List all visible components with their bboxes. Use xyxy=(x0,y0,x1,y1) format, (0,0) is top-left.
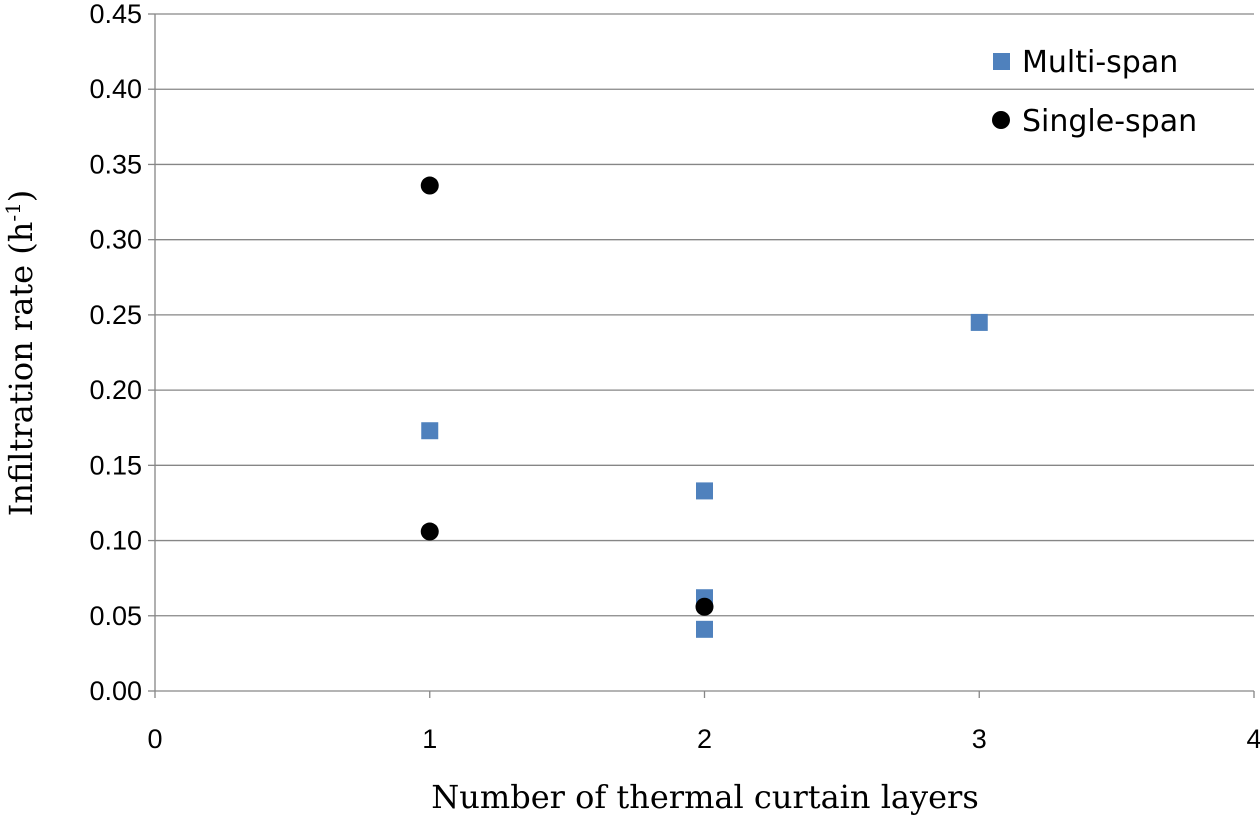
multi-span-point xyxy=(421,422,439,440)
y-tick-label: 0.15 xyxy=(89,450,142,480)
y-tick-label: 0.35 xyxy=(89,149,142,179)
y-tick-label: 0.05 xyxy=(89,601,142,631)
multi-span-point xyxy=(970,313,988,331)
legend-label-multi-span: Multi-span xyxy=(1022,45,1178,80)
y-tick-label: 0.25 xyxy=(89,300,142,330)
axes xyxy=(148,13,1255,698)
x-tick-label: 3 xyxy=(972,724,987,754)
y-tick-label: 0.40 xyxy=(89,74,142,104)
y-tick-labels: 0.00 0.05 0.10 0.15 0.20 0.25 0.30 0.35 0.40 0.45 xyxy=(89,0,142,706)
legend-label-single-span: Single-span xyxy=(1022,104,1197,139)
y-tick-label: 0.20 xyxy=(89,375,142,405)
single-span-point xyxy=(420,522,439,541)
single-span-point xyxy=(695,597,714,616)
y-axis-title: Infiltration rate (h-1) xyxy=(1,190,40,517)
x-tick-label: 2 xyxy=(697,724,712,754)
legend-marker-single-span xyxy=(992,111,1010,129)
multi-span-point xyxy=(696,482,713,500)
y-axis-title-superscript: -1 xyxy=(1,202,25,221)
y-axis-title-close: ) xyxy=(2,190,40,202)
y-tick-label: 0.00 xyxy=(89,676,142,706)
y-tick-label: 0.10 xyxy=(89,526,142,556)
x-tick-label: 4 xyxy=(1246,724,1260,754)
gridlines xyxy=(155,13,1254,617)
y-tick-label: 0.30 xyxy=(89,225,142,255)
single-span-point xyxy=(420,176,439,195)
data-points xyxy=(420,176,988,638)
y-axis-title-base: Infiltration rate (h xyxy=(2,222,40,517)
y-tick-label: 0.45 xyxy=(89,0,142,29)
multi-span-point xyxy=(696,620,713,638)
legend-marker-multi-span xyxy=(993,53,1010,70)
legend: Multi-span Single-span xyxy=(992,45,1197,139)
x-tick-label: 0 xyxy=(147,724,162,754)
x-tick-labels: 0 1 2 3 4 xyxy=(147,724,1260,754)
x-axis-title: Number of thermal curtain layers xyxy=(431,778,978,815)
x-tick-label: 1 xyxy=(422,724,437,754)
